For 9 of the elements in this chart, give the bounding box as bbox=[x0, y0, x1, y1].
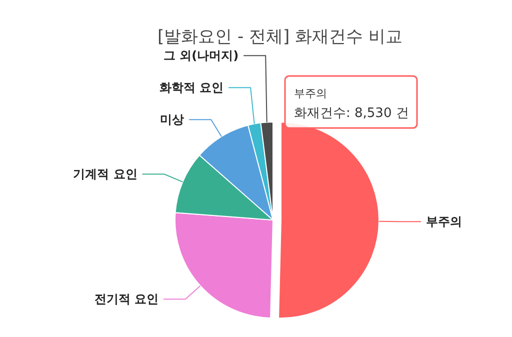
slice-label: 미상 bbox=[160, 112, 184, 127]
text: 화재건수: 8,530 건 bbox=[294, 106, 409, 121]
chart-title: [발화요인 - 전체] 화재건수 비교 bbox=[157, 27, 403, 47]
slice-label: 기계적 요인 bbox=[73, 167, 138, 182]
slice-label: 화학적 요인 bbox=[159, 80, 224, 95]
slice-label: 부주의 bbox=[426, 214, 462, 229]
slice-label: 그 외(나머지) bbox=[163, 48, 239, 63]
slice-label: 전기적 요인 bbox=[94, 292, 158, 306]
text: 부주의 bbox=[294, 87, 327, 100]
